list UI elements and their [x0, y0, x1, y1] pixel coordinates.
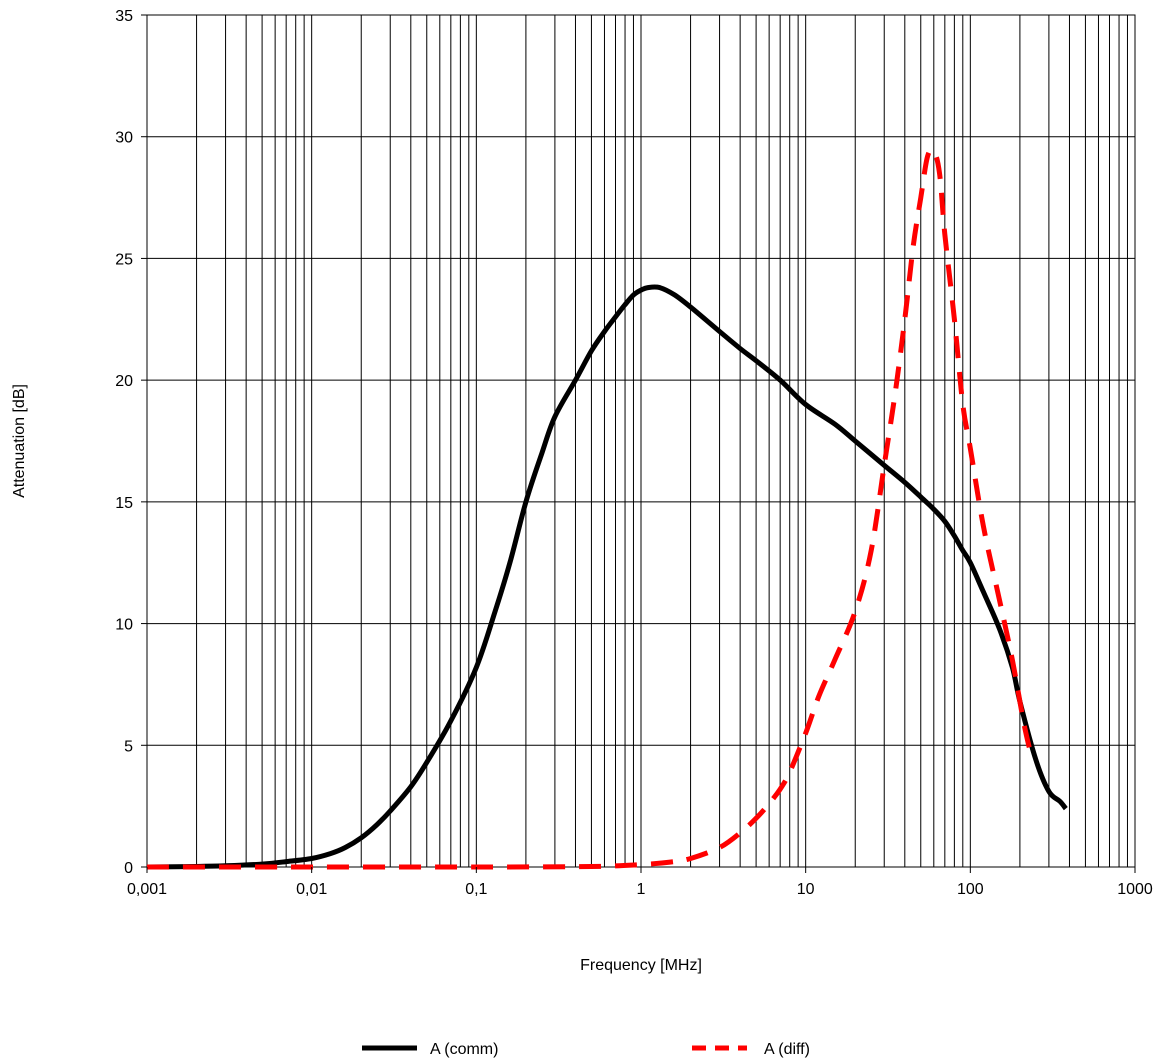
x-tick-label: 0,01 — [296, 881, 327, 898]
x-tick-label: 1 — [637, 881, 646, 898]
grid — [146, 14, 1136, 868]
y-tick-label: 10 — [115, 617, 133, 634]
x-tick-label: 0,1 — [465, 881, 487, 898]
y-axis-ticks: 0 5 10 15 20 25 30 35 — [115, 8, 147, 877]
y-tick-label: 15 — [115, 495, 133, 512]
y-tick-label: 25 — [115, 251, 133, 268]
x-axis-ticks: 0,001 0,01 0,1 1 10 100 1000 — [127, 867, 1153, 898]
y-tick-label: 0 — [124, 860, 133, 877]
x-tick-label: 10 — [797, 881, 815, 898]
y-tick-label: 5 — [124, 738, 133, 755]
x-axis-title: Frequency [MHz] — [580, 957, 702, 974]
series-line-a-comm — [146, 284, 1068, 870]
series-layer — [146, 147, 1068, 870]
x-tick-label: 1000 — [1117, 881, 1153, 898]
y-tick-label: 20 — [115, 373, 133, 390]
y-tick-label: 35 — [115, 8, 133, 25]
legend-label: A (comm) — [430, 1041, 498, 1058]
y-axis-title: Attenuation [dB] — [11, 384, 28, 498]
series-line-a-diff — [147, 147, 1033, 870]
x-tick-label: 0,001 — [127, 881, 167, 898]
x-tick-label: 100 — [957, 881, 984, 898]
legend-label: A (diff) — [764, 1041, 810, 1058]
legend: A (comm) A (diff) — [362, 1041, 810, 1058]
y-tick-label: 30 — [115, 130, 133, 147]
